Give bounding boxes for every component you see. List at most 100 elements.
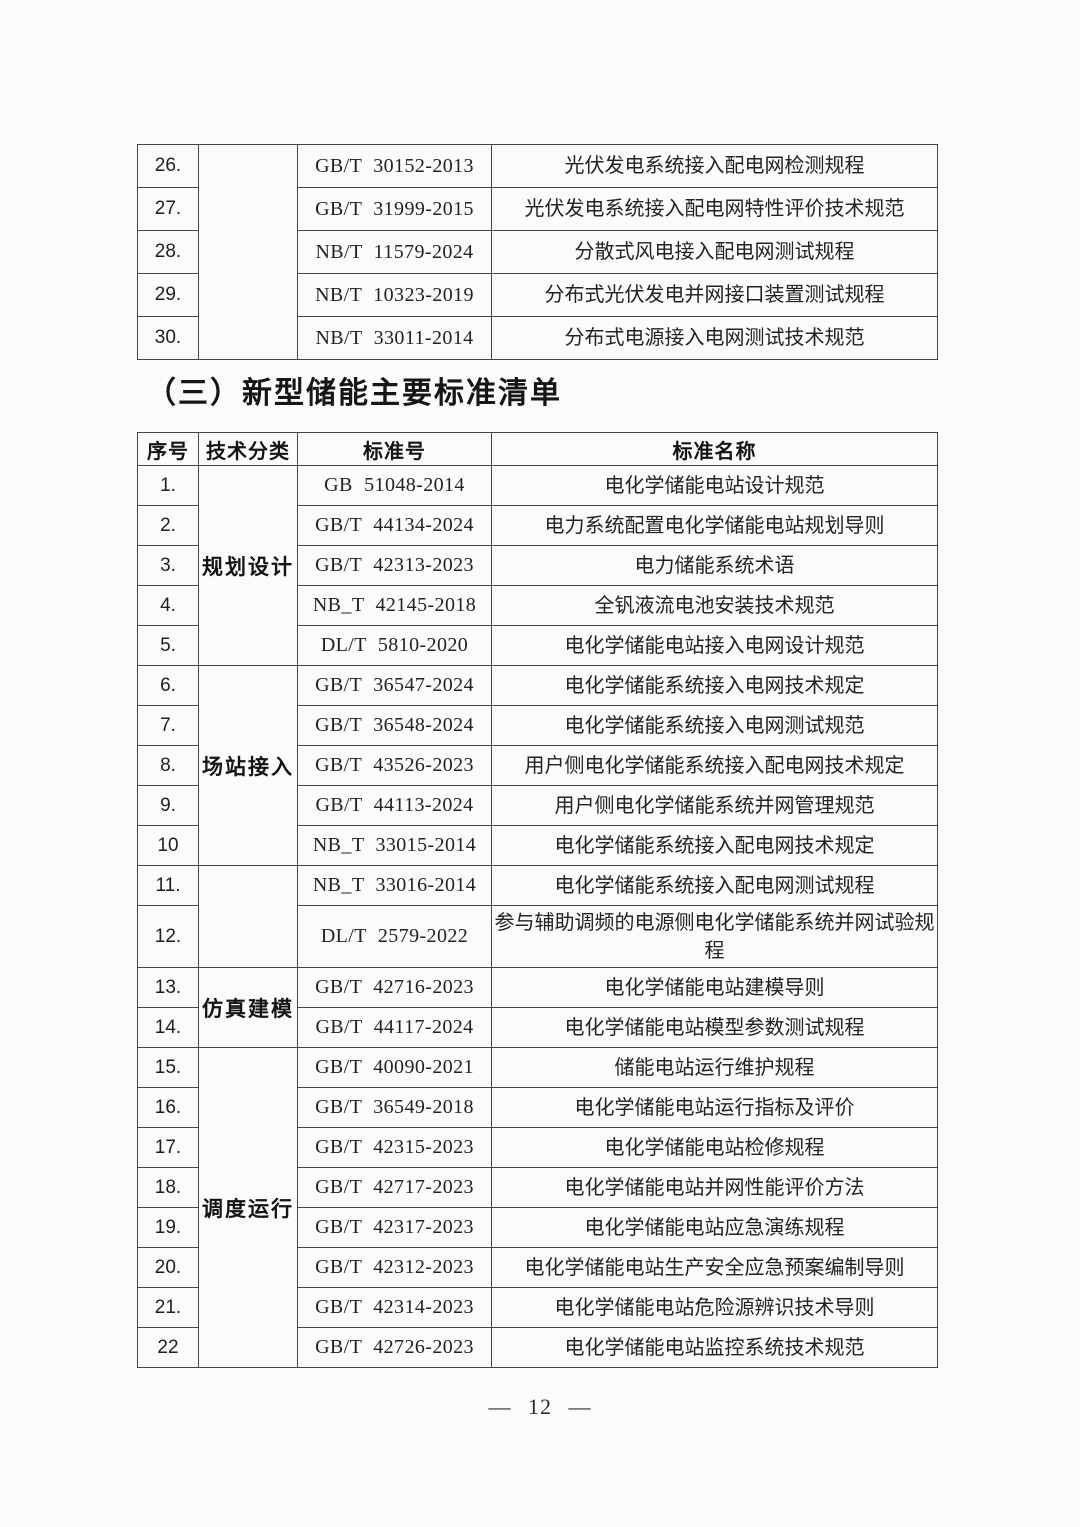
standard-name-cell: 分布式光伏发电并网接口装置测试规程	[491, 273, 938, 317]
standard-code-cell: GB/T 42716-2023	[297, 967, 492, 1008]
standard-name-cell: 参与辅助调频的电源侧电化学储能系统并网试验规程	[491, 905, 938, 968]
standards-table-continued: 26. GB/T 30152-2013 光伏发电系统接入配电网检测规程 27. GB/T…	[137, 144, 938, 360]
table-row: 14. GB/T 44117-2024 电化学储能电站模型参数测试规程	[137, 1007, 938, 1048]
row-number-cell: 20.	[137, 1247, 199, 1288]
standard-code-cell: GB/T 36548-2024	[297, 705, 492, 746]
row-number-cell: 28.	[137, 230, 199, 274]
standard-code-cell: NB/T 11579-2024	[297, 230, 492, 274]
standard-name-cell: 分布式电源接入电网测试技术规范	[491, 316, 938, 360]
row-number-cell: 29.	[137, 273, 199, 317]
standard-code-cell: NB_T 33016-2014	[297, 865, 492, 906]
standard-code-cell: GB/T 42726-2023	[297, 1327, 492, 1368]
row-number-cell: 18.	[137, 1167, 199, 1208]
standard-code-cell: DL/T 5810-2020	[297, 625, 492, 666]
row-number-cell: 5.	[137, 625, 199, 666]
table-row: 1. 规划设计 GB 51048-2014 电化学储能电站设计规范	[137, 465, 938, 666]
category-cell: 仿真建模	[198, 967, 298, 1048]
category-cell: 调度运行	[198, 1047, 298, 1368]
row-number-cell: 10	[137, 825, 199, 866]
row-number-cell: 4.	[137, 585, 199, 626]
standard-name-cell: 电化学储能电站危险源辨识技术导则	[491, 1287, 938, 1328]
standard-name-cell: 电化学储能电站运行指标及评价	[491, 1087, 938, 1128]
column-header-name: 标准名称	[491, 432, 938, 466]
section-heading: （三）新型储能主要标准清单	[146, 377, 562, 410]
standard-code-cell: GB/T 44117-2024	[297, 1007, 492, 1048]
table-row: 21. GB/T 42314-2023 电化学储能电站危险源辨识技术导则	[137, 1287, 938, 1328]
page-number: — 12 —	[488, 1394, 592, 1419]
standard-name-cell: 电化学储能电站检修规程	[491, 1127, 938, 1168]
standard-name-cell: 电力储能系统术语	[491, 545, 938, 586]
table-row: 26. GB/T 30152-2013 光伏发电系统接入配电网检测规程	[137, 144, 938, 360]
standard-code-cell: GB/T 42315-2023	[297, 1127, 492, 1168]
table-row: 9. GB/T 44113-2024 用户侧电化学储能系统并网管理规范	[137, 785, 938, 826]
standard-code-cell: GB/T 36549-2018	[297, 1087, 492, 1128]
standard-name-cell: 电化学储能电站应急演练规程	[491, 1207, 938, 1248]
standard-name-cell: 电化学储能电站并网性能评价方法	[491, 1167, 938, 1208]
table-row: 6. 场站接入 GB/T 36547-2024 电化学储能系统接入电网技术规定	[137, 665, 938, 866]
standard-code-cell: GB/T 40090-2021	[297, 1047, 492, 1088]
standard-name-cell: 全钒液流电池安装技术规范	[491, 585, 938, 626]
standard-code-cell: NB/T 10323-2019	[297, 273, 492, 317]
category-cell	[198, 144, 298, 360]
standard-code-cell: GB/T 31999-2015	[297, 187, 492, 231]
standard-name-cell: 电化学储能系统接入配电网技术规定	[491, 825, 938, 866]
row-number-cell: 19.	[137, 1207, 199, 1248]
row-number-cell: 8.	[137, 745, 199, 786]
table-row: 8. GB/T 43526-2023 用户侧电化学储能系统接入配电网技术规定	[137, 745, 938, 786]
row-number-cell: 2.	[137, 505, 199, 546]
standard-name-cell: 电力系统配置电化学储能电站规划导则	[491, 505, 938, 546]
standard-code-cell: GB/T 42317-2023	[297, 1207, 492, 1248]
table-row: 28. NB/T 11579-2024 分散式风电接入配电网测试规程	[137, 230, 938, 274]
standard-name-cell: 电化学储能电站设计规范	[491, 465, 938, 506]
standard-name-cell: 光伏发电系统接入配电网检测规程	[491, 144, 938, 188]
row-number-cell: 30.	[137, 316, 199, 360]
standard-name-cell: 分散式风电接入配电网测试规程	[491, 230, 938, 274]
table-header-row: 序号 技术分类 标准号 标准名称	[137, 432, 938, 466]
category-cell: 场站接入	[198, 665, 298, 866]
row-number-cell: 27.	[137, 187, 199, 231]
category-cell	[198, 865, 298, 968]
standard-name-cell: 电化学储能电站建模导则	[491, 967, 938, 1008]
row-number-cell: 12.	[137, 905, 199, 968]
standard-name-cell: 电化学储能电站监控系统技术规范	[491, 1327, 938, 1368]
standard-code-cell: GB/T 42313-2023	[297, 545, 492, 586]
standard-code-cell: GB/T 30152-2013	[297, 144, 492, 188]
table-row: 11. NB_T 33016-2014 电化学储能系统接入配电网测试规程	[137, 865, 938, 968]
column-header-code: 标准号	[297, 432, 492, 466]
row-number-cell: 26.	[137, 144, 199, 188]
standard-code-cell: NB/T 33011-2014	[297, 316, 492, 360]
table-row: 29. NB/T 10323-2019 分布式光伏发电并网接口装置测试规程	[137, 273, 938, 317]
table-row: 2. GB/T 44134-2024 电力系统配置电化学储能电站规划导则	[137, 505, 938, 546]
category-cell: 规划设计	[198, 465, 298, 666]
table-row: 17. GB/T 42315-2023 电化学储能电站检修规程	[137, 1127, 938, 1168]
standard-code-cell: GB/T 44134-2024	[297, 505, 492, 546]
standard-code-cell: GB/T 44113-2024	[297, 785, 492, 826]
row-number-cell: 6.	[137, 665, 199, 706]
standard-name-cell: 电化学储能系统接入电网测试规范	[491, 705, 938, 746]
table-row: 18. GB/T 42717-2023 电化学储能电站并网性能评价方法	[137, 1167, 938, 1208]
table-row: 19. GB/T 42317-2023 电化学储能电站应急演练规程	[137, 1207, 938, 1248]
row-number-cell: 22	[137, 1327, 199, 1368]
standard-name-cell: 电化学储能电站接入电网设计规范	[491, 625, 938, 666]
row-number-cell: 17.	[137, 1127, 199, 1168]
table-row: 4. NB_T 42145-2018 全钒液流电池安装技术规范	[137, 585, 938, 626]
table-row: 5. DL/T 5810-2020 电化学储能电站接入电网设计规范	[137, 625, 938, 666]
row-number-cell: 13.	[137, 967, 199, 1008]
standard-code-cell: GB 51048-2014	[297, 465, 492, 506]
standard-code-cell: GB/T 42314-2023	[297, 1287, 492, 1328]
storage-standards-table: 序号 技术分类 标准号 标准名称 1. 规划设计 GB 51048-2014 电化学储…	[137, 432, 938, 1368]
column-header-category: 技术分类	[198, 432, 298, 466]
row-number-cell: 14.	[137, 1007, 199, 1048]
standard-code-cell: GB/T 43526-2023	[297, 745, 492, 786]
standard-code-cell: GB/T 36547-2024	[297, 665, 492, 706]
table-row: 22 GB/T 42726-2023 电化学储能电站监控系统技术规范	[137, 1327, 938, 1368]
standard-code-cell: GB/T 42312-2023	[297, 1247, 492, 1288]
standard-code-cell: DL/T 2579-2022	[297, 905, 492, 968]
row-number-cell: 9.	[137, 785, 199, 826]
row-number-cell: 16.	[137, 1087, 199, 1128]
standard-code-cell: NB_T 33015-2014	[297, 825, 492, 866]
standard-name-cell: 电化学储能电站模型参数测试规程	[491, 1007, 938, 1048]
standard-code-cell: NB_T 42145-2018	[297, 585, 492, 626]
row-number-cell: 7.	[137, 705, 199, 746]
